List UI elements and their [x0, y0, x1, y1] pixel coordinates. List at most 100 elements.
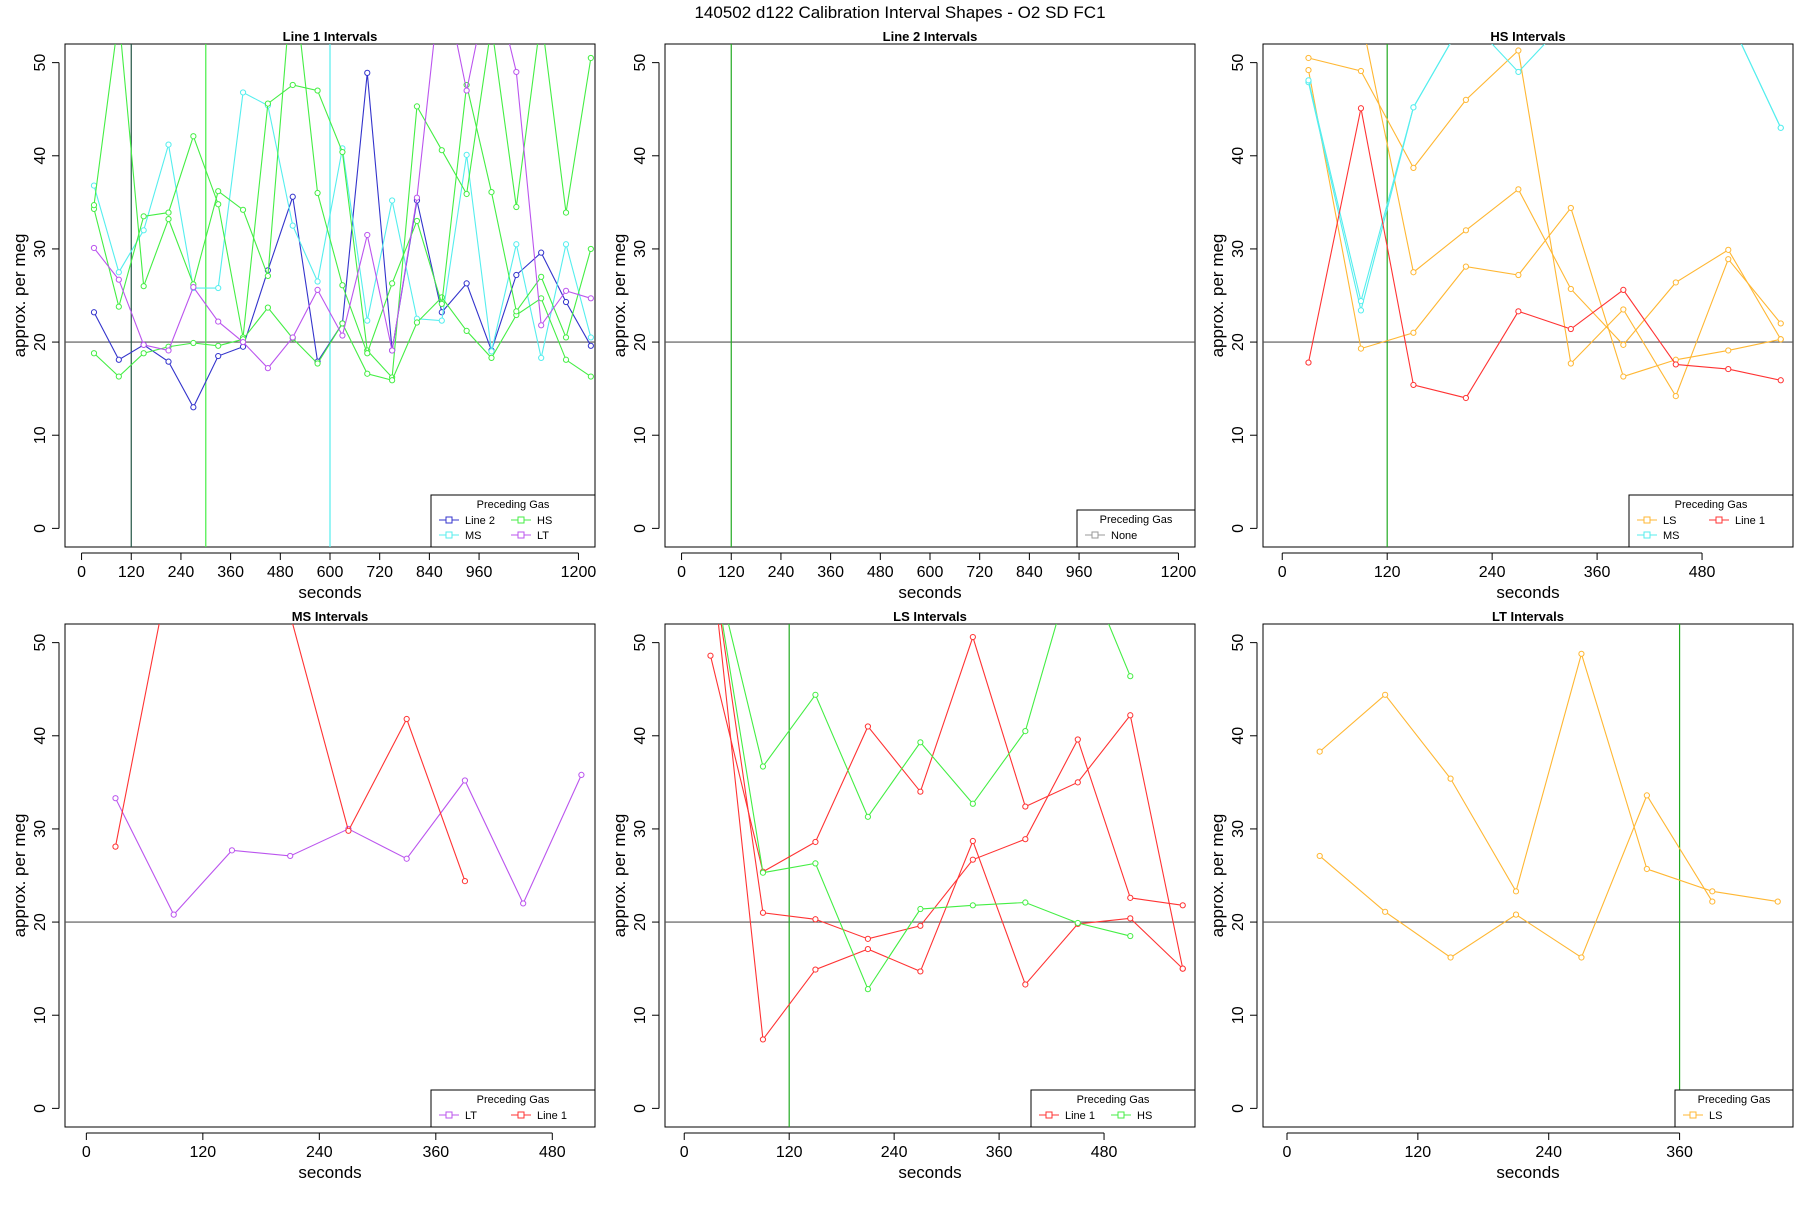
x-tick-label: 1200 — [561, 564, 597, 581]
x-tick-label: 1200 — [1161, 564, 1197, 581]
data-point — [1725, 246, 1732, 253]
data-point — [1306, 13, 1311, 18]
legend-swatch-marker — [517, 516, 525, 524]
data-point — [1620, 306, 1627, 313]
series-line — [93, 72, 592, 409]
data-layer — [1263, 624, 1793, 1127]
panel-title: LS Intervals — [893, 609, 967, 624]
data-point — [917, 968, 924, 975]
data-point — [489, 23, 494, 28]
legend-entry-label: None — [1111, 530, 1137, 542]
x-tick-label: 720 — [966, 564, 993, 581]
data-point — [339, 148, 346, 156]
data-point — [1022, 803, 1029, 810]
data-point — [90, 350, 98, 357]
series-line — [1319, 651, 1778, 903]
data-point — [1447, 954, 1454, 961]
data-point — [314, 189, 321, 197]
data-point — [215, 318, 222, 325]
legend-swatch-marker — [445, 1111, 453, 1119]
y-axis-label: approx. per meg — [10, 814, 29, 938]
data-point — [239, 206, 247, 213]
data-point — [1022, 836, 1029, 843]
data-point — [1022, 728, 1029, 735]
data-point — [864, 945, 872, 953]
data-point — [1075, 547, 1080, 552]
x-tick-label: 600 — [917, 564, 944, 581]
data-point — [463, 327, 470, 334]
x-tick-label: 480 — [867, 564, 894, 581]
data-point — [461, 877, 469, 885]
data-point — [116, 13, 121, 18]
data-point — [1410, 164, 1417, 171]
data-point — [1620, 373, 1627, 380]
data-point — [1410, 381, 1417, 389]
legend-entry-label: HS — [537, 515, 552, 527]
data-point — [314, 360, 321, 367]
data-point — [1462, 227, 1470, 234]
series-line — [1319, 794, 1713, 959]
data-point — [1410, 329, 1417, 336]
y-tick-label: 0 — [632, 524, 649, 533]
x-tick-label: 360 — [217, 564, 244, 581]
data-point — [140, 283, 147, 290]
legend-title: Preceding Gas — [477, 1094, 550, 1106]
data-point — [513, 308, 520, 315]
y-tick-label: 50 — [1230, 634, 1247, 652]
data-point — [708, 547, 713, 552]
data-point — [759, 1036, 767, 1043]
legend-box — [1076, 509, 1196, 548]
y-tick-label: 20 — [1230, 333, 1247, 351]
y-tick-label: 10 — [32, 426, 49, 444]
y-tick-label: 0 — [32, 1104, 49, 1113]
panel-title: MS Intervals — [292, 609, 369, 624]
data-point — [413, 103, 421, 110]
legend-entry-label: LS — [1709, 1110, 1722, 1122]
data-point — [1673, 13, 1678, 18]
data-point — [1725, 347, 1732, 354]
data-point — [812, 916, 819, 923]
data-point — [587, 334, 594, 341]
x-tick-label: 0 — [82, 1144, 91, 1161]
legend-box — [1628, 494, 1794, 548]
x-tick-label: 120 — [1405, 1144, 1432, 1161]
data-point — [812, 860, 819, 867]
data-point — [289, 81, 296, 89]
data-point — [562, 287, 570, 294]
legend-entry-label: LT — [537, 530, 549, 542]
data-point — [1357, 345, 1365, 352]
data-point — [165, 358, 172, 365]
data-point — [228, 847, 236, 854]
data-point — [708, 547, 713, 552]
data-point — [364, 370, 371, 377]
data-point — [215, 201, 222, 208]
data-point — [1512, 911, 1520, 918]
data-point — [1620, 286, 1627, 294]
legend: Preceding Gas LS — [1674, 1089, 1794, 1128]
x-tick-label: 600 — [317, 564, 344, 581]
data-point — [190, 404, 197, 411]
legend-entry-label: HS — [1137, 1110, 1152, 1122]
data-point — [1382, 908, 1389, 915]
data-point — [1179, 902, 1186, 909]
y-axis-label: approx. per meg — [610, 814, 629, 938]
data-point — [461, 777, 469, 784]
data-point — [264, 100, 271, 107]
data-point — [287, 852, 294, 860]
data-point — [1725, 365, 1732, 373]
y-tick-label: 20 — [32, 913, 49, 931]
data-point — [1774, 898, 1781, 905]
panel-3: HS Intervals 0 120 240 360 480 seconds 0 10 20 30 4… — [1208, 13, 1794, 602]
data-point — [587, 245, 594, 253]
y-tick-label: 40 — [632, 727, 649, 745]
data-point — [90, 309, 98, 316]
legend-box — [1674, 1089, 1794, 1128]
data-point — [864, 723, 872, 730]
x-tick-label: 0 — [680, 1144, 689, 1161]
data-point — [1305, 54, 1312, 62]
data-point — [438, 300, 445, 307]
data-point — [140, 213, 147, 220]
x-tick-label: 840 — [1016, 564, 1043, 581]
y-axis-label: approx. per meg — [10, 234, 29, 358]
